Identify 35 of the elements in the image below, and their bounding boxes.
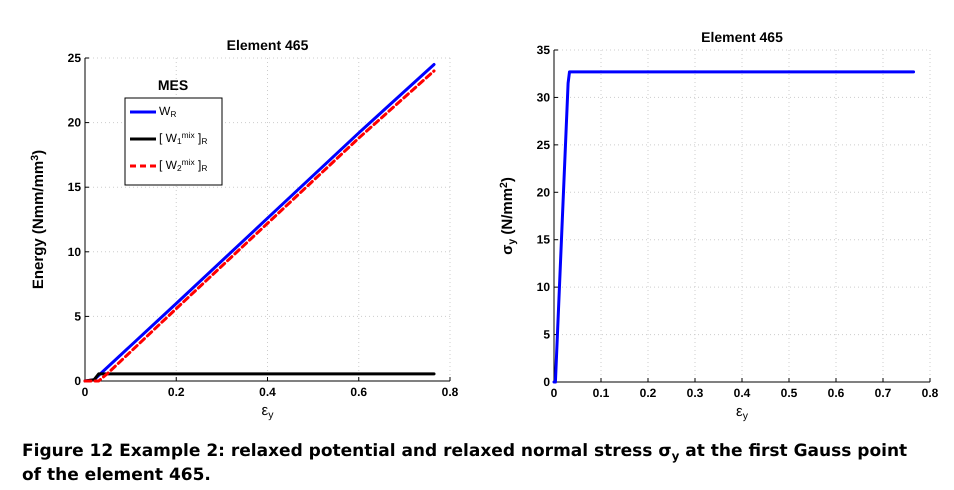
x-tick-label: 0.8 [922, 386, 939, 400]
y-tick-label: 5 [543, 328, 550, 342]
y-tick-label: 25 [68, 51, 82, 65]
x-tick-label: 0.3 [686, 386, 704, 400]
x-tick-label: 0.2 [640, 386, 657, 400]
x-tick-label: 0.1 [592, 386, 610, 400]
y-tick-label: 0 [74, 374, 82, 388]
y-tick-label: 0 [543, 375, 550, 389]
x-tick-label: 0.2 [168, 385, 185, 399]
y-tick-label: 25 [536, 138, 550, 152]
x-tick-label: 0.5 [780, 386, 798, 400]
x-tick-label: 0.6 [350, 385, 368, 399]
text: Figure 12 Example 2: relaxed potential and relaxed normal stress σ$_{y}$ at the first Gauss point of the element 465. [22, 441, 908, 485]
y-tick-label: 10 [68, 244, 82, 259]
legend-label: [ W$_{2}$$^{mix}$ ]$_{R}$ [159, 157, 208, 174]
y-tick-label: 35 [536, 43, 550, 57]
x-tick-label: 0.4 [734, 386, 751, 400]
chart-title: Element 465 [226, 37, 309, 53]
y-tick-label: 15 [536, 232, 550, 247]
y-tick-label: 10 [536, 280, 550, 294]
y-tick-label: 5 [74, 309, 82, 324]
legend-label: [ W$_{1}$$^{mix}$ ]$_{R}$ [159, 130, 208, 146]
x-tick-label: 0.4 [259, 385, 276, 399]
x-axis-title: ε$_{y}$ [736, 403, 749, 422]
x-axis-title: ε$_{y}$ [262, 402, 274, 422]
x-tick-label: 0.7 [874, 386, 892, 400]
x-tick-label: 0.8 [442, 385, 459, 399]
y-tick-label: 30 [536, 90, 550, 104]
y-tick-label: 20 [536, 185, 550, 200]
y-tick-label: 20 [68, 116, 82, 130]
legend-title: MES [158, 77, 188, 93]
legend-label: W$_{R}$ [159, 104, 176, 120]
chart-title: Element 465 [701, 29, 784, 45]
x-tick-label: 0.6 [828, 386, 845, 400]
y-tick-label: 15 [68, 180, 82, 194]
